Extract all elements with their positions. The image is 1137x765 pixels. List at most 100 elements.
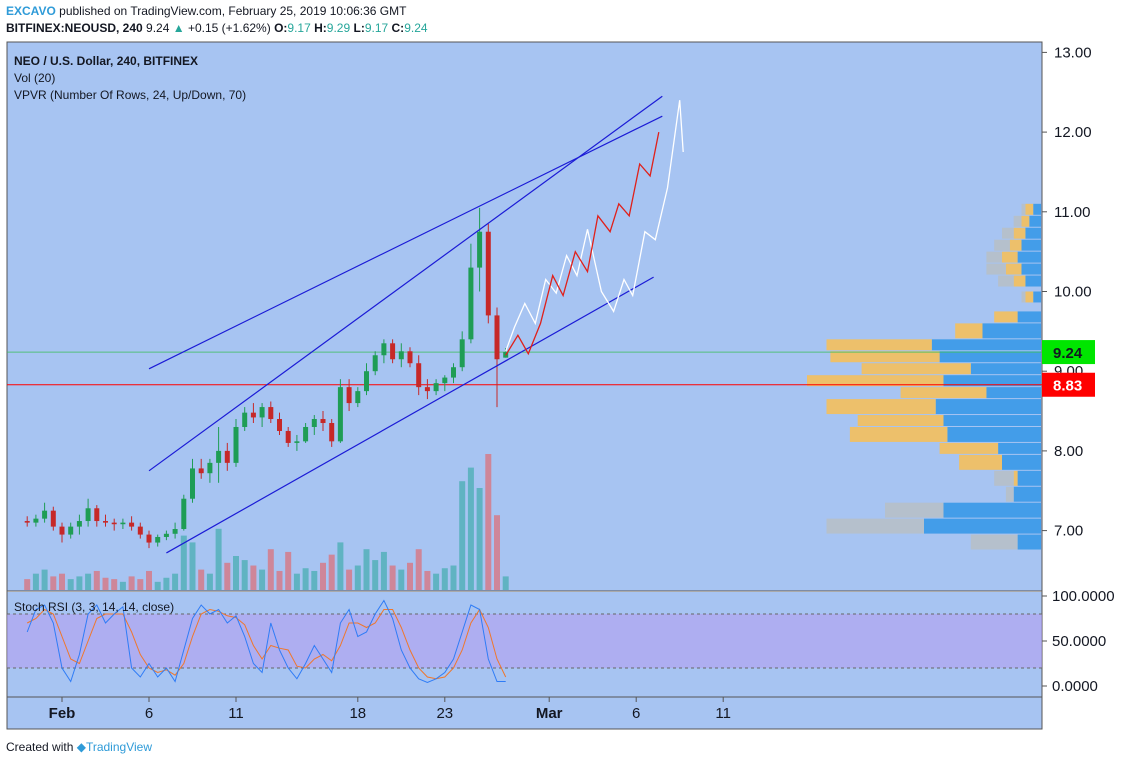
vp-down-bar	[830, 351, 940, 363]
vp-down-bar	[1013, 470, 1018, 486]
vp-up-bar	[935, 399, 1041, 415]
volume-bar	[180, 535, 187, 590]
low-value: 9.17	[364, 21, 389, 35]
volume-bar	[189, 542, 196, 590]
vp-up-bar	[939, 351, 1041, 363]
candle-body	[477, 231, 483, 268]
candle-body	[433, 383, 439, 392]
volume-bar	[146, 570, 152, 590]
candle-body	[207, 462, 213, 474]
candle-body	[364, 371, 369, 392]
volume-bar	[76, 576, 83, 590]
volume-bar	[163, 577, 170, 590]
open-value: 9.17	[287, 21, 311, 35]
volume-bar	[441, 568, 448, 590]
vp-down-bar	[1013, 227, 1026, 239]
volume-profile	[807, 203, 1041, 550]
candle-body	[120, 522, 126, 525]
vp-up-bar	[1017, 470, 1041, 486]
vp-up-bar	[982, 323, 1041, 339]
candle-body	[33, 518, 39, 523]
volume-bar	[198, 569, 205, 590]
vp-up-bar	[931, 339, 1041, 351]
volume-bar	[337, 542, 344, 590]
stoch-legend: Stoch RSI (3, 3, 14, 14, close)	[14, 600, 174, 614]
candle-body	[320, 419, 326, 424]
volume-bar	[59, 573, 65, 590]
vp-up-bar	[1017, 534, 1041, 550]
vp-up-bar	[1029, 215, 1041, 227]
vp-down-bar	[900, 387, 987, 399]
vp-up-bar	[1021, 263, 1041, 275]
volume-bar	[276, 570, 283, 590]
volume-bar	[389, 565, 396, 590]
candle-body	[390, 343, 396, 360]
candle-body	[163, 533, 169, 537]
candle-body	[485, 231, 491, 316]
candle-body	[103, 521, 108, 523]
volume-bar	[24, 579, 31, 590]
last-price-badge	[1042, 340, 1095, 365]
price-axis[interactable]: 13.0012.0011.0010.009.008.007.009.248.83…	[1042, 44, 1115, 695]
vp-down-bar	[826, 339, 932, 351]
vp-down-bar	[1025, 203, 1034, 215]
time-tick-label: Feb	[49, 705, 76, 722]
vp-up-bar	[1002, 454, 1041, 470]
vp-up-bar	[970, 363, 1041, 375]
candle-body	[24, 521, 30, 523]
vp-neutral-bar	[994, 239, 1010, 251]
candle-body	[42, 510, 48, 519]
stoch-band	[7, 614, 1042, 668]
candle-body	[76, 521, 82, 527]
volume-bar	[415, 549, 422, 590]
vpvr-legend: VPVR (Number Of Rows, 24, Up/Down, 70)	[14, 88, 246, 102]
footer-brand[interactable]: TradingView	[85, 740, 152, 754]
up-arrow-icon: ▲	[172, 21, 185, 35]
projection-paths	[505, 100, 684, 356]
vol-legend: Vol (20)	[14, 71, 55, 85]
vp-up-bar	[924, 518, 1041, 534]
volume-bar	[502, 576, 509, 590]
candle-body	[337, 387, 343, 442]
vp-up-bar	[1033, 203, 1041, 215]
candle-body	[329, 423, 335, 442]
candle-body	[224, 450, 230, 463]
vp-down-bar	[1021, 215, 1030, 227]
vp-neutral-bar	[1005, 486, 1014, 502]
publisher-name[interactable]: EXCAVO	[6, 4, 56, 18]
vp-neutral-bar	[1021, 203, 1026, 215]
volume-bar	[93, 570, 100, 590]
symbol-label: BITFINEX:NEOUSD, 240	[6, 21, 143, 35]
footer-created-with: Created with	[6, 740, 74, 754]
vp-neutral-bar	[970, 534, 1018, 550]
candle-body	[277, 419, 282, 431]
vp-up-bar	[1017, 251, 1041, 263]
volume-bar	[302, 568, 309, 590]
vp-down-bar	[939, 442, 999, 454]
price-tick-label: 12.00	[1054, 124, 1092, 141]
candle-body	[381, 343, 387, 356]
support-price-badge	[1042, 372, 1095, 397]
vp-neutral-bar	[986, 263, 1006, 275]
stoch-tick-label: 100.0000	[1052, 588, 1115, 605]
volume-bar	[328, 554, 335, 590]
vp-up-bar	[1025, 227, 1041, 239]
candle-body	[494, 315, 500, 360]
vp-neutral-bar	[1002, 227, 1014, 239]
time-axis[interactable]: Feb 6 11 18 23 Mar 6 11	[49, 697, 731, 722]
candle-body	[59, 526, 65, 535]
candle-body	[250, 412, 256, 418]
vp-up-bar	[1021, 239, 1041, 251]
vp-up-bar	[947, 426, 1041, 442]
vp-up-bar	[943, 502, 1041, 518]
volume-bar	[354, 565, 361, 590]
volume-bar	[372, 560, 379, 590]
vp-down-bar	[1002, 251, 1018, 263]
volume-bar	[398, 569, 405, 590]
volume-bar	[346, 569, 353, 590]
candle-body	[198, 468, 204, 474]
vp-down-bar	[849, 426, 948, 442]
volume-bar	[476, 488, 483, 590]
volume-bar	[41, 569, 48, 590]
